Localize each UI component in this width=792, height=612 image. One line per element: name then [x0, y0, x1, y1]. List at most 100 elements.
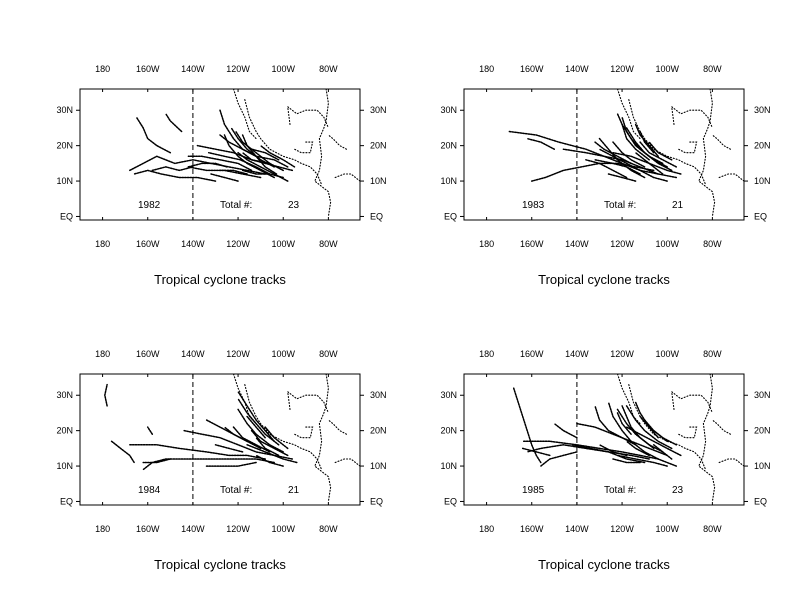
- panel-1982: 180 160W 140W 120W 100W 80W 180 160W 140W 120W 10…: [56, 64, 386, 287]
- year-label: 1982: [138, 200, 161, 211]
- coastline-segment: [293, 426, 314, 439]
- cyclone-track: [616, 412, 632, 435]
- y-tick-label: 30N: [440, 390, 457, 400]
- plot-frame: [79, 88, 361, 221]
- x-tick-label: 100W: [271, 349, 295, 359]
- cyclone-track: [648, 141, 673, 161]
- x-tick-label: 140W: [565, 524, 589, 534]
- y-tick-label: 30N: [370, 390, 387, 400]
- y-ticks-right: EQ 10N 20N 30N: [744, 390, 771, 506]
- coastline-segment: [616, 374, 641, 425]
- x-tick-label: 120W: [610, 349, 634, 359]
- y-tick-label: EQ: [754, 211, 767, 221]
- year-label: 1983: [522, 200, 545, 211]
- cyclone-track: [639, 141, 678, 168]
- coastline-segment: [232, 89, 257, 140]
- cyclone-track: [639, 130, 655, 154]
- x-tick-label: 100W: [271, 524, 295, 534]
- x-ticks-top: 180 160W 140W 120W 100W 80W: [95, 64, 338, 92]
- track-layer: [128, 109, 296, 182]
- coastline-segment: [286, 390, 329, 414]
- cyclone-track: [621, 123, 650, 161]
- coastline: [232, 89, 360, 218]
- x-ticks-bottom: 180 160W 140W 120W 100W 80W: [479, 502, 722, 534]
- total-label: Total #:: [604, 200, 636, 211]
- y-tick-label: 20N: [754, 426, 771, 436]
- y-tick-label: 20N: [370, 426, 387, 436]
- x-ticks-top: 180 160W 140W 120W 100W 80W: [95, 349, 338, 377]
- y-ticks-left: EQ 10N 20N 30N: [56, 105, 80, 221]
- coastline: [616, 374, 744, 503]
- cyclone-track: [255, 436, 280, 457]
- coastline-segment: [628, 99, 707, 186]
- cyclone-track: [621, 116, 664, 165]
- cyclone-track: [232, 426, 271, 453]
- x-axis-label: Tropical cyclone tracks: [538, 557, 670, 572]
- cyclone-track: [652, 444, 673, 460]
- total-value: 23: [672, 485, 684, 496]
- y-ticks-left: EQ 10N 20N 30N: [440, 105, 464, 221]
- x-tick-label: 80W: [703, 524, 722, 534]
- x-tick-label: 120W: [610, 524, 634, 534]
- cyclone-track: [237, 408, 284, 453]
- y-tick-label: 20N: [56, 141, 73, 151]
- cyclone-track: [521, 447, 551, 457]
- cyclone-track: [571, 444, 646, 464]
- x-tick-label: 100W: [655, 64, 679, 74]
- total-label: Total #:: [604, 485, 636, 496]
- y-tick-label: EQ: [60, 496, 73, 506]
- x-ticks-bottom: 180 160W 140W 120W 100W 80W: [479, 217, 722, 249]
- y-ticks-left: EQ 10N 20N 30N: [56, 390, 80, 506]
- cyclone-track: [165, 113, 183, 133]
- y-tick-label: 30N: [56, 105, 73, 115]
- y-tick-label: 10N: [754, 176, 771, 186]
- cyclone-track: [594, 141, 632, 165]
- x-tick-label: 100W: [271, 239, 295, 249]
- cyclone-track: [612, 458, 641, 464]
- x-tick-label: 80W: [703, 64, 722, 74]
- coastline-segment: [244, 384, 323, 471]
- cyclone-track: [210, 173, 239, 182]
- x-tick-label: 160W: [520, 64, 544, 74]
- x-tick-label: 160W: [136, 239, 160, 249]
- cyclone-track: [223, 134, 275, 179]
- total-label: Total #:: [220, 485, 252, 496]
- total-value: 21: [672, 200, 684, 211]
- cyclone-track: [621, 405, 655, 450]
- year-label: 1984: [138, 485, 161, 496]
- x-ticks-bottom: 180 160W 140W 120W 100W 80W: [95, 502, 338, 534]
- x-tick-label: 140W: [565, 349, 589, 359]
- y-tick-label: EQ: [754, 496, 767, 506]
- x-tick-label: 140W: [181, 64, 205, 74]
- x-tick-label: 120W: [610, 64, 634, 74]
- cyclone-track: [576, 422, 668, 457]
- y-tick-label: 20N: [440, 141, 457, 151]
- y-tick-label: EQ: [60, 211, 73, 221]
- x-tick-label: 80W: [319, 239, 338, 249]
- cyclone-track: [625, 405, 673, 450]
- plot-frame: [463, 88, 745, 221]
- coastline-segment: [327, 419, 348, 435]
- plot-frame: [79, 373, 361, 506]
- coastline-segment: [334, 458, 360, 467]
- x-tick-label: 100W: [655, 349, 679, 359]
- cyclone-track: [598, 444, 628, 457]
- y-ticks-right: EQ 10N 20N 30N: [360, 390, 387, 506]
- cyclone-track: [625, 127, 673, 172]
- x-tick-label: 140W: [181, 239, 205, 249]
- x-tick-label: 120W: [226, 349, 250, 359]
- x-tick-label: 80W: [319, 64, 338, 74]
- coastline-segment: [293, 141, 314, 154]
- coastline-segment: [698, 374, 716, 503]
- cyclone-track: [634, 151, 664, 175]
- x-tick-label: 140W: [181, 524, 205, 534]
- cyclone-track: [219, 169, 248, 175]
- cyclone-track: [237, 151, 289, 182]
- y-tick-label: 10N: [370, 176, 387, 186]
- track-layer: [508, 113, 682, 182]
- x-axis-label: Tropical cyclone tracks: [154, 272, 286, 287]
- cyclone-track: [207, 151, 271, 175]
- x-tick-label: 100W: [271, 64, 295, 74]
- total-label: Total #:: [220, 200, 252, 211]
- cyclone-track: [214, 444, 244, 453]
